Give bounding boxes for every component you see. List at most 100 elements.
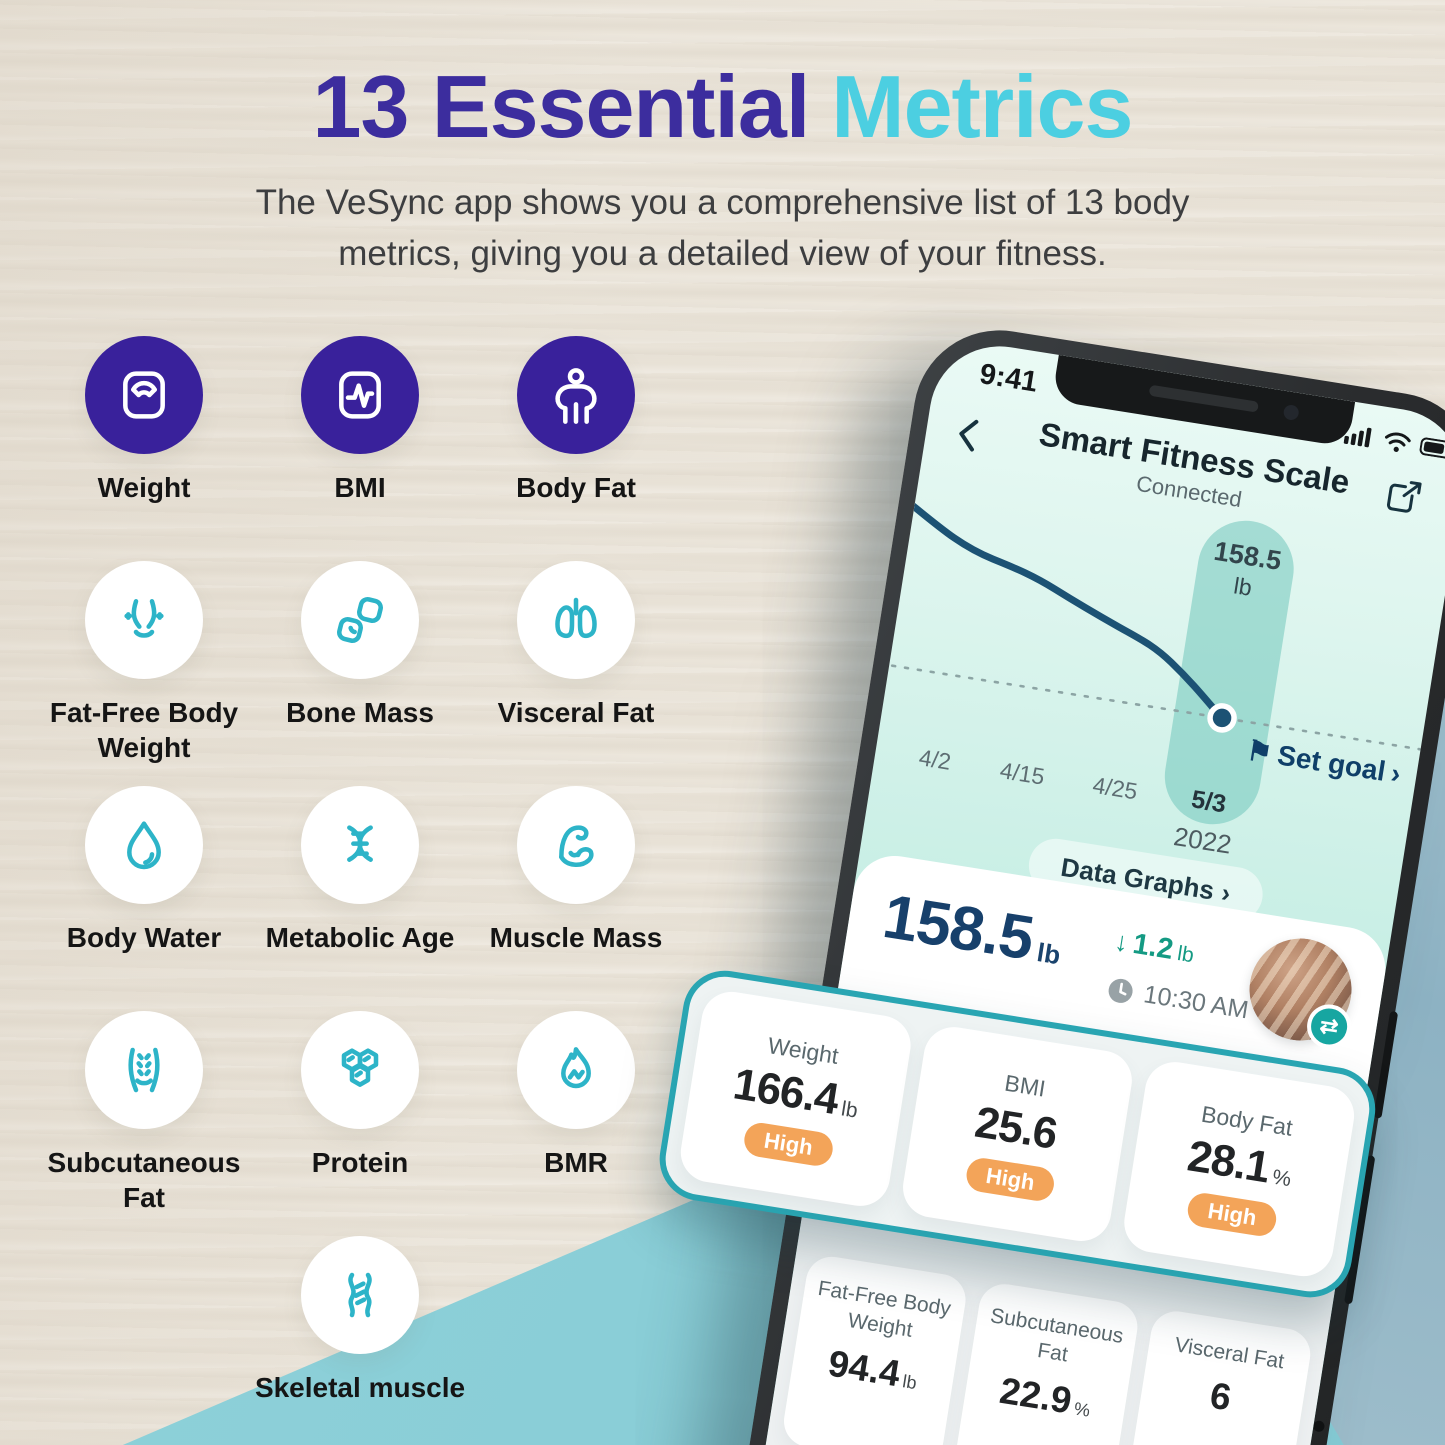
share-button[interactable] [1379,471,1429,521]
card-value: 25.6 [971,1098,1060,1160]
scale-icon [85,336,203,454]
lungs-icon [517,561,635,679]
metric-label: Metabolic Age [265,922,455,953]
card-unit: % [1072,1398,1092,1421]
metric-label: Fat-Free Body Weight [49,697,239,763]
body-figure-icon [517,336,635,454]
metric-card-subcutaneous-fat[interactable]: Subcutaneous Fat 22.9% [952,1280,1142,1445]
card-value: 166.4 [730,1059,842,1125]
status-badge: High [1185,1191,1279,1239]
highlight-card-body-fat[interactable]: Body Fat 28.1% High [1120,1057,1359,1281]
page-title: 13 Essential Metrics [0,56,1445,158]
metric-body-fat: Body Fat [468,336,684,561]
metric-bmr: BMR [468,1011,684,1236]
metric-bone-mass: Bone Mass [252,561,468,786]
dna-icon [301,786,419,904]
card-label: Fat-Free Body Weight [816,1276,953,1343]
measurement-time-label: 10:30 AM [1141,980,1251,1025]
profile-avatar[interactable]: ⇄ [1242,931,1359,1052]
water-drop-icon [85,786,203,904]
current-weight: 158.5 lb [878,881,1067,979]
trend-line [878,497,1432,753]
metric-weight: Weight [36,336,252,561]
flame-icon [517,1011,635,1129]
goal-dashed-line [878,662,1432,753]
delta-value: 1.2 [1130,927,1176,966]
metric-skeletal-muscle: Skeletal muscle [252,1236,468,1445]
card-value: 94.4 [825,1342,904,1394]
highlight-card-weight[interactable]: Weight 166.4 lb High [676,987,915,1211]
metric-muscle-mass: Muscle Mass [468,786,684,1011]
chevron-right-icon: › [1219,876,1233,908]
metric-label: Bone Mass [286,697,434,728]
hexagons-icon [301,1011,419,1129]
clock-icon [1108,978,1133,1003]
current-point-marker [1207,703,1237,733]
flag-icon: ⚑ [1244,734,1275,769]
metric-protein: Protein [252,1011,468,1236]
page-title-primary: 13 Essential [312,57,811,156]
card-value: 28.1 [1184,1131,1273,1193]
status-badge: High [963,1156,1057,1204]
metric-label: Body Fat [516,472,636,503]
card-label: Subcutaneous Fat [988,1304,1126,1367]
metric-label: Skeletal muscle [254,1372,466,1403]
status-time: 9:41 [977,358,1040,399]
muscle-fiber-icon [301,1236,419,1354]
arrow-down-icon: ↓ [1112,926,1131,958]
card-label: Visceral Fat [1173,1333,1286,1374]
metric-metabolic-age: Metabolic Age [252,786,468,1011]
metric-label: Weight [97,472,191,503]
metric-subcutaneous-fat: Subcutaneous Fat [36,1011,252,1236]
metric-label: Visceral Fat [497,697,655,728]
metric-label: Body Water [66,922,222,953]
status-icons [1343,423,1445,463]
current-weight-card: 158.5 lb ↓ 1.2 lb 10:30 AM ⇄ [836,849,1392,1085]
current-weight-value: 158.5 [878,881,1038,974]
metric-fat-free-body-weight: Fat-Free Body Weight [36,561,252,786]
card-unit: lb [839,1097,860,1123]
x-tick: 4/2 [917,744,953,775]
card-unit: % [1270,1165,1293,1192]
biceps-icon [517,786,635,904]
measurement-time: 10:30 AM [1105,974,1250,1025]
card-value: 6 [1207,1374,1234,1419]
camera-dot [1282,403,1300,422]
metric-card-fat-free-body-weight[interactable]: Fat-Free Body Weight 94.4 lb [780,1253,969,1445]
metric-body-water: Body Water [36,786,252,1011]
page-title-accent: Metrics [831,57,1133,156]
metric-bmi: BMI [252,336,468,561]
metric-label: BMR [544,1147,608,1178]
wifi-icon [1384,432,1411,452]
card-unit: lb [901,1370,919,1393]
weight-delta: ↓ 1.2 lb [1112,925,1196,970]
swap-arrows-icon: ⇄ [1318,1012,1341,1040]
page-subtitle: The VeSync app shows you a comprehensive… [0,178,1445,280]
subtitle-line-1: The VeSync app shows you a comprehensive… [255,183,1190,222]
phone-screen: 9:41 Smart Fitness Scale Connected 158.5… [702,336,1445,1445]
weight-trend-chart: 158.5 lb ⚑ Set goal › 4/2 4/15 4/25 5/3 20… [867,463,1445,888]
waist-dots-icon [85,1011,203,1129]
speaker-slot [1148,384,1259,413]
battery-icon [1419,437,1445,459]
bone-icon [301,561,419,679]
back-button[interactable] [949,411,987,457]
metric-label: BMI [334,472,386,503]
metric-label: Muscle Mass [489,922,663,953]
metric-visceral-fat: Visceral Fat [468,561,684,786]
metrics-grid: Weight BMI Body Fat Fat-Free Body Weight… [36,336,684,1445]
card-label: BMI [1002,1069,1048,1102]
current-weight-unit: lb [1034,937,1063,971]
bmi-monitor-icon [301,336,419,454]
metric-label: Subcutaneous Fat [47,1147,241,1213]
delta-unit: lb [1175,941,1196,968]
phone-mockup: 9:41 Smart Fitness Scale Connected 158.5… [653,318,1445,1445]
highlight-card-bmi[interactable]: BMI 25.6 High [898,1022,1137,1246]
metric-card-visceral-fat[interactable]: Visceral Fat 6 [1125,1307,1315,1445]
subtitle-line-2: metrics, giving you a detailed view of y… [338,233,1107,273]
swap-user-badge[interactable]: ⇄ [1303,1001,1355,1052]
weight-line [903,497,1226,722]
card-value: 22.9 [997,1369,1075,1422]
metric-label: Protein [311,1147,409,1178]
waist-sparkle-icon [85,561,203,679]
